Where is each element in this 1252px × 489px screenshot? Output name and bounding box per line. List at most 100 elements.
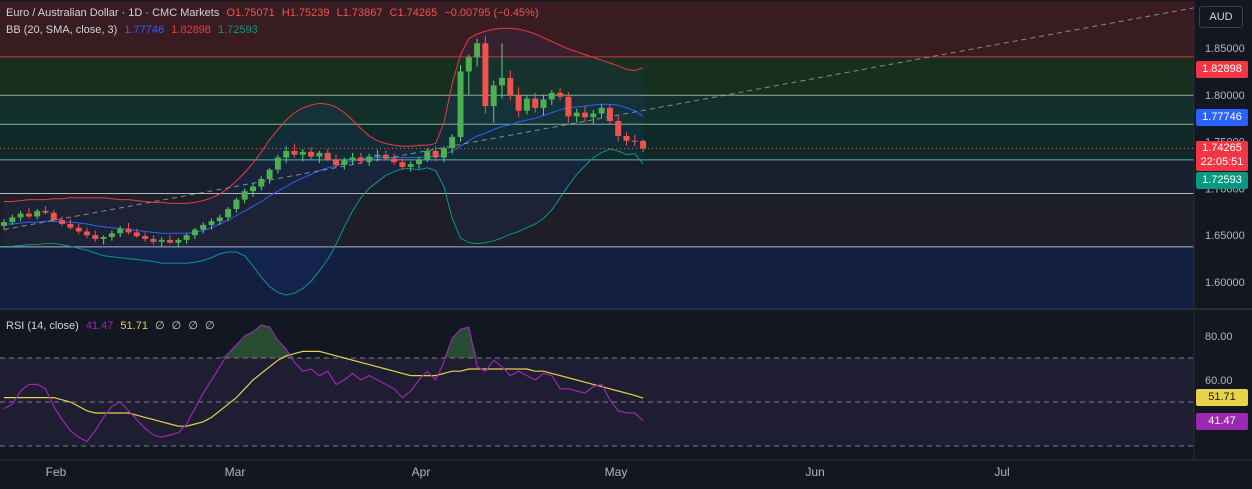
candle-body-41 (333, 159, 339, 165)
time-axis-label-jun: Jun (805, 465, 824, 479)
bollinger-lower-line (4, 148, 644, 296)
candle-body-73 (598, 107, 605, 114)
candle-body-21 (167, 239, 173, 243)
candle-body-64 (523, 98, 530, 111)
candle-body-52 (424, 150, 431, 160)
candle-body-45 (366, 156, 373, 162)
candle-body-9 (67, 223, 74, 228)
candle-body-51 (416, 159, 422, 165)
rsi-extra-3: ∅ (188, 320, 198, 332)
candle-body-25 (200, 224, 207, 230)
price-zone-2 (0, 56, 1194, 96)
candle-body-68 (557, 92, 564, 97)
rsi-line (3, 324, 644, 443)
low-value: L1.73867 (336, 7, 383, 19)
price-zone-4 (0, 124, 1194, 160)
rsi-value: 41.47 (85, 320, 114, 332)
symbol-title[interactable]: Euro / Australian Dollar · 1D · CMC Mark… (6, 7, 220, 19)
candle-body-32 (258, 179, 265, 187)
bb-label: BB (20, SMA, close, 3) (6, 24, 118, 36)
candle-body-48 (391, 158, 398, 163)
candle-body-59 (482, 43, 489, 107)
candle-body-37 (299, 151, 306, 155)
bb-lower-value: 1.72593 (217, 24, 258, 36)
candle-body-18 (142, 236, 149, 239)
candle-body-22 (175, 239, 182, 243)
time-axis-label-feb: Feb (46, 465, 67, 479)
candle-body-28 (225, 208, 232, 218)
rsi-label: RSI (14, close) (6, 320, 79, 332)
candle-body-35 (283, 150, 290, 158)
candle-body-30 (241, 191, 248, 200)
candle-body-43 (349, 157, 356, 161)
rsi-ma-line (4, 350, 644, 427)
candle-body-72 (590, 113, 597, 118)
candle-body-15 (117, 228, 124, 234)
candle-body-11 (84, 231, 90, 236)
price-tick-label-6: 1.85000 (1205, 43, 1245, 55)
candle-body-33 (266, 169, 273, 180)
candle-body-17 (133, 232, 140, 237)
candle-body-24 (191, 229, 198, 236)
rsi-legend[interactable]: RSI (14, close) 41.47 51.71 ∅ ∅ ∅ ∅ (6, 319, 219, 332)
candle-body-20 (158, 239, 165, 242)
last-price-badge: 1.74265 22:05:51 (1196, 141, 1248, 171)
candle-body-42 (341, 160, 348, 165)
candle-body-4 (25, 213, 32, 217)
currency-label[interactable]: AUD (1199, 6, 1243, 28)
candle-body-53 (432, 150, 439, 158)
candle-body-76 (623, 135, 630, 141)
rsi-ma-value: 51.71 (120, 320, 148, 332)
candle-body-55 (449, 136, 456, 149)
time-axis-label-mar: Mar (225, 465, 246, 479)
bb-basis-value: 1.77746 (124, 24, 165, 36)
candle-body-40 (324, 152, 331, 160)
candle-body-5 (34, 210, 41, 217)
price-tick-label-5: 1.80000 (1205, 90, 1245, 102)
rsi-extra-1: ∅ (155, 320, 165, 332)
rsi-ma-badge: 51.71 (1196, 389, 1248, 406)
price-zone-7 (0, 246, 1194, 308)
candle-body-19 (150, 238, 157, 242)
time-axis-label-may: May (605, 465, 628, 479)
bb-lower-badge: 1.72593 (1196, 172, 1248, 189)
candle-body-39 (316, 152, 323, 157)
candle-body-61 (499, 77, 505, 86)
price-zone-1 (0, 1, 1194, 57)
candle-body-13 (100, 237, 107, 239)
candle-body-78 (640, 140, 647, 149)
price-zone-6 (0, 193, 1194, 247)
bb-legend[interactable]: BB (20, SMA, close, 3) 1.77746 1.82898 1… (6, 24, 262, 36)
candle-body-10 (75, 227, 82, 232)
rsi-tick-label-1: 60.00 (1205, 375, 1233, 387)
candle-body-6 (42, 210, 49, 213)
candle-body-36 (291, 150, 298, 155)
bollinger-upper-line (4, 27, 644, 204)
candle-body-12 (92, 235, 99, 239)
bollinger-basis-line (4, 103, 644, 234)
candle-body-44 (357, 157, 364, 162)
candle-body-70 (573, 112, 580, 117)
open-value: O1.75071 (226, 7, 275, 19)
candle-body-62 (507, 77, 514, 95)
time-axis-label-jul: Jul (994, 465, 1009, 479)
bb-upper-value: 1.82898 (171, 24, 211, 36)
candle-body-3 (17, 213, 24, 218)
high-value: H1.75239 (281, 7, 330, 19)
bar-countdown: 22:05:51 (1200, 156, 1244, 168)
candle-body-56 (457, 71, 464, 137)
bb-basis-badge: 1.77746 (1196, 109, 1248, 126)
price-tick-label-2: 1.65000 (1205, 230, 1245, 242)
trendline-dashed (3, 7, 1195, 231)
price-tick-label-1: 1.60000 (1205, 277, 1245, 289)
candle-body-8 (59, 220, 66, 224)
candle-body-1 (1, 222, 7, 226)
price-legend: Euro / Australian Dollar · 1D · CMC Mark… (6, 7, 543, 19)
candle-body-77 (631, 140, 638, 142)
candle-body-34 (274, 157, 281, 170)
candle-body-58 (474, 43, 481, 58)
change-value: −0.00795 (−0.45%) (444, 7, 539, 19)
candle-body-54 (440, 148, 447, 158)
